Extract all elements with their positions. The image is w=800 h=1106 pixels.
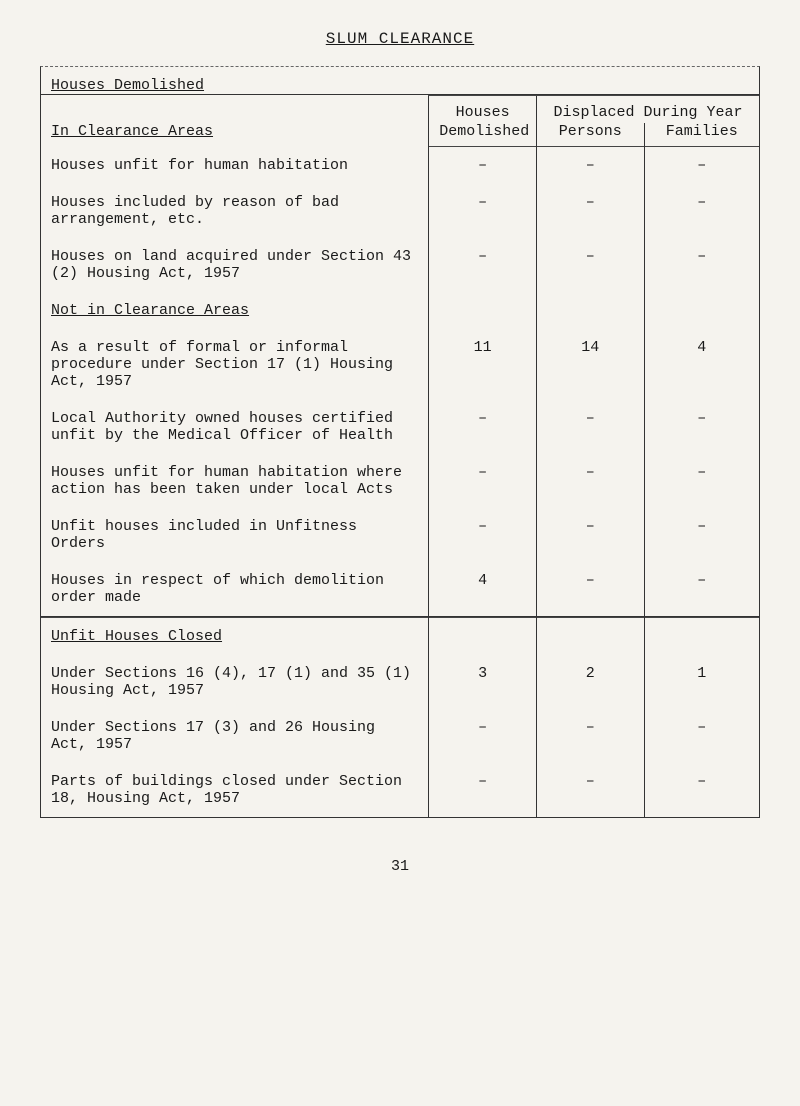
top-section-cell: Houses Demolished	[41, 67, 429, 95]
cell-houses: –	[429, 454, 537, 508]
row-label: Houses unfit for human habitation	[41, 147, 429, 185]
cell-families: –	[644, 763, 759, 817]
cell-families: –	[644, 184, 759, 238]
cell-houses: –	[429, 238, 537, 292]
row-label: Under Sections 17 (3) and 26 Housing Act…	[41, 709, 429, 763]
row-label: Local Authority owned houses certified u…	[41, 400, 429, 454]
header-persons: Persons	[536, 123, 644, 147]
cell-houses: –	[429, 184, 537, 238]
cell-persons: 2	[536, 655, 644, 709]
cell-families: –	[644, 508, 759, 562]
cell-persons: –	[536, 454, 644, 508]
unfit-houses-closed-heading: Unfit Houses Closed	[51, 628, 222, 645]
cell-families: –	[644, 562, 759, 617]
cell-houses: –	[429, 147, 537, 185]
cell-persons: –	[536, 709, 644, 763]
row-subheading-cell: Not in Clearance Areas	[41, 292, 429, 329]
cell-houses: 11	[429, 329, 537, 400]
cell-families: 1	[644, 655, 759, 709]
row-subheading-cell: Unfit Houses Closed	[41, 618, 429, 656]
row-label: Houses included by reason of bad arrange…	[41, 184, 429, 238]
cell-families: 4	[644, 329, 759, 400]
row-label: Unfit houses included in Unfitness Order…	[41, 508, 429, 562]
slum-clearance-table: Houses Demolished Houses Displaced Durin…	[41, 67, 759, 817]
cell-houses: 4	[429, 562, 537, 617]
houses-demolished-heading: Houses Demolished	[51, 77, 204, 94]
row-label: Houses on land acquired under Section 43…	[41, 238, 429, 292]
cell-families: –	[644, 238, 759, 292]
header-displaced: Displaced During Year	[536, 96, 759, 124]
cell-persons: –	[536, 238, 644, 292]
header-families: Families	[644, 123, 759, 147]
row-label: Under Sections 16 (4), 17 (1) and 35 (1)…	[41, 655, 429, 709]
row-label: Houses unfit for human habitation where …	[41, 454, 429, 508]
not-in-clearance-heading: Not in Clearance Areas	[51, 302, 249, 319]
row-label: As a result of formal or informal proced…	[41, 329, 429, 400]
row-label: Parts of buildings closed under Section …	[41, 763, 429, 817]
cell-families: –	[644, 400, 759, 454]
table-container: Houses Demolished Houses Displaced Durin…	[40, 66, 760, 818]
header-in-clearance: In Clearance Areas	[51, 123, 213, 140]
cell-persons: –	[536, 184, 644, 238]
cell-persons: –	[536, 763, 644, 817]
header-houses: Houses	[429, 96, 537, 124]
cell-persons: –	[536, 147, 644, 185]
page-title: SLUM CLEARANCE	[40, 30, 760, 48]
page-number: 31	[40, 858, 760, 875]
page-title-text: SLUM CLEARANCE	[326, 30, 474, 48]
cell-houses: –	[429, 709, 537, 763]
cell-persons: 14	[536, 329, 644, 400]
cell-persons: –	[536, 562, 644, 617]
cell-houses: 3	[429, 655, 537, 709]
header-demolished: Demolished	[429, 123, 537, 147]
cell-houses: –	[429, 400, 537, 454]
row-label: Houses in respect of which demolition or…	[41, 562, 429, 617]
cell-families: –	[644, 147, 759, 185]
cell-families: –	[644, 709, 759, 763]
cell-persons: –	[536, 508, 644, 562]
cell-houses: –	[429, 763, 537, 817]
cell-houses: –	[429, 508, 537, 562]
cell-families: –	[644, 454, 759, 508]
cell-persons: –	[536, 400, 644, 454]
